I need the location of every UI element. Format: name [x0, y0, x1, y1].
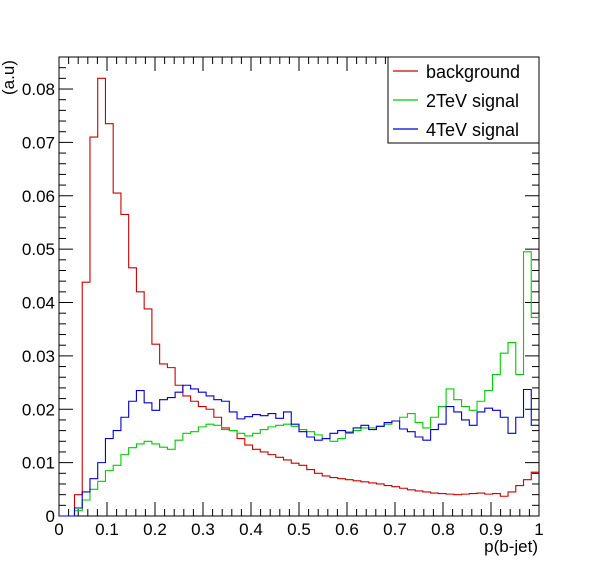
x-tick-label: 0.7 — [383, 520, 407, 539]
y-tick-label: 0.07 — [22, 133, 55, 152]
x-tick-label: 0.8 — [431, 520, 455, 539]
legend-label: 2TeV signal — [426, 91, 519, 111]
y-axis-title: (a.u) — [0, 60, 18, 95]
x-tick-label: 0.5 — [287, 520, 311, 539]
series-4tev-signal-line — [59, 384, 539, 517]
y-tick-label: 0.08 — [22, 80, 55, 99]
x-tick-label: 0.6 — [335, 520, 359, 539]
x-tick-label: 1 — [534, 520, 543, 539]
x-tick-label: 0.1 — [95, 520, 119, 539]
series-2tev-signal-line — [59, 251, 539, 517]
legend-label: background — [426, 62, 520, 82]
x-axis-title: p(b-jet) — [484, 537, 538, 556]
x-tick-label: 0.3 — [191, 520, 215, 539]
y-tick-label: 0.04 — [22, 294, 55, 313]
y-tick-label: 0.05 — [22, 240, 55, 259]
x-axis: 0 0.1 0.2 0.3 0.4 0.5 0.6 0.7 0.8 0.9 1 — [54, 57, 544, 539]
y-tick-label: 0.02 — [22, 400, 55, 419]
x-tick-label: 0.2 — [143, 520, 167, 539]
legend: background 2TeV signal 4TeV signal — [387, 56, 540, 144]
x-tick-label: 0.4 — [239, 520, 263, 539]
x-tick-label: 0.9 — [479, 520, 503, 539]
y-tick-label: 0 — [46, 507, 55, 526]
series-layer — [59, 77, 539, 517]
y-tick-label: 0.03 — [22, 347, 55, 366]
y-tick-label: 0.01 — [22, 454, 55, 473]
series-background-line — [59, 77, 539, 517]
x-tick-label: 0 — [54, 520, 63, 539]
legend-label: 4TeV signal — [426, 120, 519, 140]
y-tick-label: 0.06 — [22, 187, 55, 206]
